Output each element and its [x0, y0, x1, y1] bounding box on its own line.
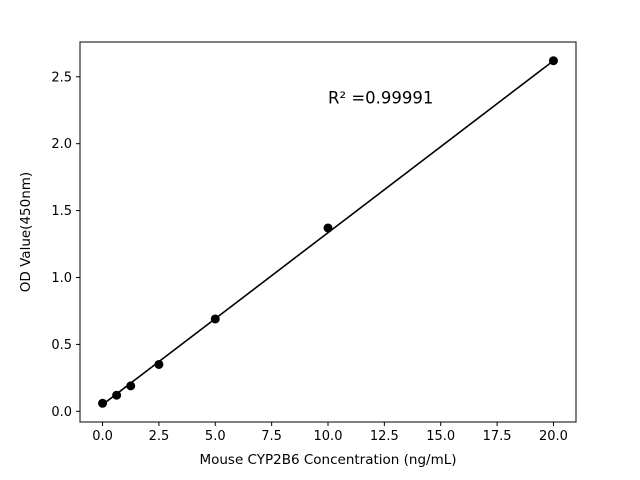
data-point	[126, 381, 136, 391]
y-tick-label: 1.0	[51, 271, 72, 286]
x-tick-label: 20.0	[539, 429, 568, 444]
x-axis-label: Mouse CYP2B6 Concentration (ng/mL)	[199, 452, 456, 468]
fit-line	[102, 60, 554, 406]
data-point	[323, 223, 333, 233]
data-points	[98, 56, 558, 408]
x-tick-label: 7.5	[261, 429, 282, 444]
r-squared-annotation: R² =0.99991	[328, 89, 433, 108]
x-tick-label: 2.5	[149, 429, 170, 444]
data-point	[112, 390, 122, 400]
x-tick-label: 10.0	[314, 429, 343, 444]
x-axis: 0.0 2.5 5.0 7.5 10.0 12.5 15.0 17.5 20.0	[92, 422, 568, 444]
y-tick-label: 0.0	[51, 405, 72, 420]
y-tick-label: 2.0	[51, 137, 72, 152]
y-tick-label: 1.5	[51, 204, 72, 219]
x-tick-label: 15.0	[426, 429, 455, 444]
x-tick-label: 12.5	[370, 429, 399, 444]
data-point	[548, 56, 558, 66]
x-tick-label: 17.5	[483, 429, 512, 444]
y-tick-label: 0.5	[51, 338, 72, 353]
data-point	[210, 314, 220, 324]
y-axis-label: OD Value(450nm)	[18, 172, 34, 292]
y-tick-label: 2.5	[51, 70, 72, 85]
data-point	[154, 359, 164, 369]
x-tick-label: 5.0	[205, 429, 226, 444]
y-axis: 0.0 0.5 1.0 1.5 2.0 2.5	[51, 70, 80, 420]
x-tick-label: 0.0	[92, 429, 113, 444]
data-point	[98, 398, 108, 408]
